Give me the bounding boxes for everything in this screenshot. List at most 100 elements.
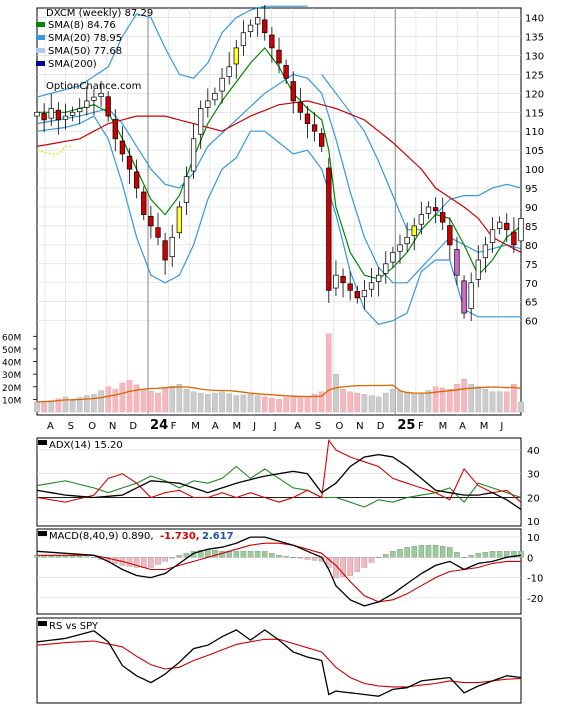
price-tick-label: 70 [525,279,538,290]
volume-bar [447,389,453,413]
volume-bar [425,390,432,413]
macd-histogram-bar [489,551,496,558]
macd-tick-label: -20 [527,594,543,605]
volume-bar [240,394,247,413]
volume-bar [41,401,47,413]
macd-histogram-bar [148,557,154,568]
candle-body [34,111,40,117]
x-tick-label: 24 [150,418,168,433]
price-tick-label: 65 [525,298,538,309]
candle-body [155,227,161,238]
x-tick-label: F [418,421,424,432]
macd-histogram-bar [475,553,482,558]
candle-body [62,115,69,120]
minus-di-line [36,438,522,503]
volume-bar [297,396,304,413]
price-tick-label: 125 [525,70,544,81]
x-tick-label: A [459,421,466,432]
volume-bar [140,389,147,413]
macd-histogram-bar [461,557,467,558]
price-tick-label: 85 [525,222,538,233]
candle-body [290,81,296,102]
macd-histogram-bar [411,546,417,558]
legend-item: SMA(8) 84.76 [48,20,116,31]
volume-bar [112,389,119,413]
candle-body [276,49,282,64]
candle-body [475,259,481,280]
macd-histogram-bar [269,553,275,558]
volume-bar [219,391,225,413]
legend-item: SMA(200) [48,59,97,70]
candle-body [326,167,332,291]
price-tick-label: 110 [525,127,544,138]
legend-swatch [36,61,45,66]
volume-bar [496,391,503,413]
volume-bar [183,389,190,413]
macd-histogram-bar [84,556,90,558]
sma20-line [36,73,522,284]
macd-histogram-bar [69,555,76,558]
candle-body [390,252,396,263]
x-tick-label: S [315,421,321,432]
macd-label: MACD(8,40,9) 0.890, [49,531,154,542]
volume-bar [318,391,325,413]
adx-swatch [38,440,47,445]
candle-body [482,244,489,259]
price-tick-label: 80 [525,241,538,252]
macd-histogram-bar [155,557,161,565]
volume-bar [390,389,396,413]
volume-bar [411,392,418,413]
price-tick-label: 120 [525,89,544,100]
macd-red-value: -1.730, [160,531,200,542]
candle-body [361,289,368,298]
candle-body [461,280,467,314]
candle-body [319,133,325,147]
x-tick-label: M [480,421,489,432]
macd-histogram-bar [133,557,140,568]
candle-body [269,34,275,49]
volume-bar [326,333,332,413]
volume-tick-label: 20M [2,384,21,394]
volume-bar [197,392,204,413]
price-tick-label: 115 [525,108,544,119]
candle-body [489,229,496,243]
volume-bar [518,401,524,413]
candle-body [198,108,204,135]
macd-histogram-bar [397,549,403,558]
x-tick-label: J [252,421,256,432]
macd-histogram-bar [254,551,261,558]
candle-body [240,32,247,46]
macd-blue-value: 2.617 [202,531,234,542]
bollinger-upper-line [36,5,308,98]
macd-histogram-bar [333,557,339,578]
volume-bar [76,397,83,413]
macd-histogram-bar [390,551,396,558]
rs-line [36,629,522,697]
macd-histogram-bar [468,555,474,558]
candle-body [98,92,104,97]
candle-body [212,92,218,101]
price-tick-label: 100 [525,165,544,176]
candle-body [77,108,83,113]
volume-bar [169,385,176,413]
sma200-partial-line [36,145,73,155]
x-tick-label: M [191,421,200,432]
macd-histogram-bar [496,551,503,558]
candle-body [375,274,382,282]
volume-bar [133,384,140,413]
volume-bar [247,394,254,413]
volume-bar [461,379,467,413]
macd-histogram-bar [126,557,133,567]
candle-body [112,119,118,140]
candle-body [41,113,47,121]
volume-bar [375,396,382,413]
volume-bar [468,384,474,413]
macd-histogram-bar [326,557,332,568]
x-tick-label: N [109,421,116,432]
volume-bar [226,393,232,413]
rs-swatch [38,621,47,626]
candle-body [141,191,147,215]
volume-bar [148,390,154,413]
volume-bar [475,386,482,413]
candle-body [425,206,432,214]
